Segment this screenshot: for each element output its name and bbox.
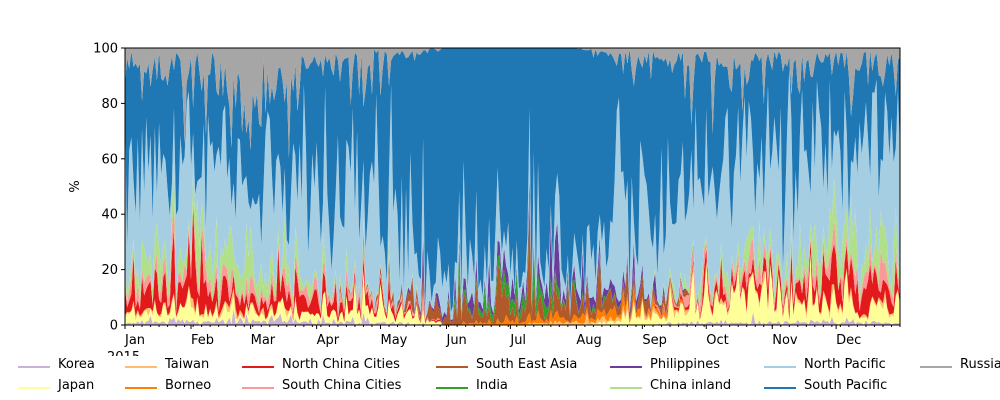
area-japan bbox=[125, 254, 900, 325]
x-tick-label: Apr bbox=[317, 333, 340, 348]
legend-swatch bbox=[764, 366, 796, 368]
x-tick-label: Sep bbox=[642, 333, 667, 348]
legend-swatch bbox=[920, 366, 952, 368]
area-layers bbox=[125, 48, 900, 325]
area-philippines bbox=[125, 173, 900, 324]
x-tick-label: May bbox=[380, 333, 407, 348]
y-tick-label: 40 bbox=[101, 208, 118, 223]
y-tick-label: 0 bbox=[110, 319, 118, 334]
legend-swatch bbox=[764, 387, 796, 389]
y-tick-label: 20 bbox=[101, 263, 118, 278]
legend-label: India bbox=[476, 378, 508, 393]
area-north-china-cities bbox=[125, 206, 900, 325]
x-tick-label: Aug bbox=[576, 333, 601, 348]
x-axis-year-label: 2015 bbox=[107, 350, 140, 356]
x-tick-label: Feb bbox=[191, 333, 214, 348]
legend-label: South Pacific bbox=[804, 378, 888, 393]
legend-label: Japan bbox=[58, 378, 95, 393]
legend-swatch bbox=[242, 366, 274, 368]
stacked-area-chart: 0 20 40 60 80 100 Jan Feb Mar Apr May Jun Jul Aug Sep… bbox=[68, 42, 901, 356]
area-korea bbox=[125, 308, 900, 325]
legend-label: Philippines bbox=[650, 357, 721, 372]
x-tick-label: Jan bbox=[124, 333, 145, 348]
legend-swatch bbox=[125, 387, 157, 389]
legend-swatch bbox=[242, 387, 274, 389]
legend-label: Korea bbox=[58, 357, 95, 372]
x-tick-label: Dec bbox=[836, 333, 861, 348]
area-south-pacific bbox=[125, 48, 900, 313]
x-tick-label: Oct bbox=[706, 333, 728, 348]
legend-swatch bbox=[610, 387, 642, 389]
legend-label: Taiwan bbox=[165, 357, 210, 372]
y-axis: 0 20 40 60 80 100 bbox=[93, 42, 125, 334]
x-axis: Jan Feb Mar Apr May Jun Jul Aug Sep Oct Nov Dec bbox=[124, 325, 901, 348]
legend-label: China inland bbox=[650, 378, 732, 393]
area-north-pacific bbox=[125, 67, 900, 320]
legend-swatch bbox=[18, 366, 50, 368]
legend-swatch bbox=[18, 387, 50, 389]
y-tick-label: 100 bbox=[93, 42, 118, 57]
legend-label: North China Cities bbox=[282, 357, 400, 372]
x-tick-label: Jul bbox=[509, 333, 526, 348]
x-tick-label: Jun bbox=[445, 333, 466, 348]
legend-label: South East Asia bbox=[476, 357, 578, 372]
legend-label: North Pacific bbox=[804, 357, 886, 372]
y-tick-label: 80 bbox=[101, 97, 118, 112]
legend-label: Russia bbox=[960, 357, 1000, 372]
legend-label: South China Cities bbox=[282, 378, 402, 393]
area-russia bbox=[125, 48, 900, 159]
legend-swatch bbox=[436, 366, 468, 368]
legend-swatch bbox=[125, 366, 157, 368]
area-south-china-cities bbox=[125, 201, 900, 325]
legend-swatch bbox=[436, 387, 468, 389]
y-axis-label: % bbox=[68, 180, 83, 192]
legend: Korea Japan Taiwan Borneo North China Cities… bbox=[0, 356, 1000, 400]
y-tick-label: 60 bbox=[101, 152, 118, 167]
x-tick-label: Nov bbox=[772, 333, 798, 348]
legend-swatch bbox=[610, 366, 642, 368]
plot-frame bbox=[124, 47, 901, 326]
x-tick-label: Mar bbox=[251, 333, 276, 348]
legend-label: Borneo bbox=[165, 378, 212, 393]
